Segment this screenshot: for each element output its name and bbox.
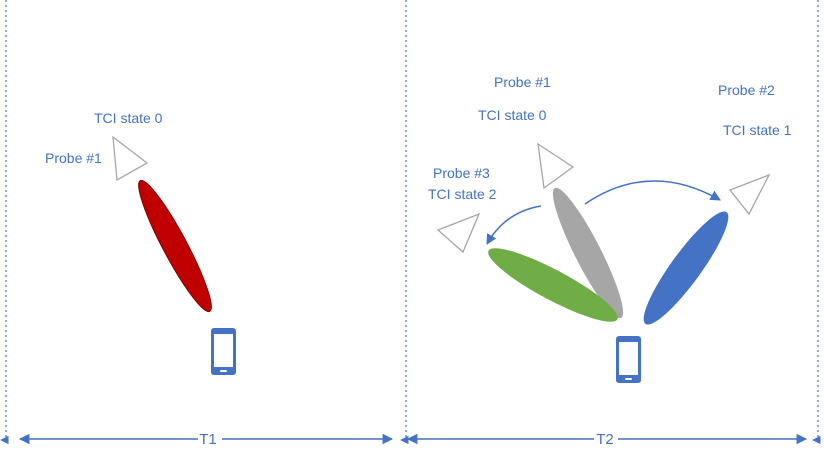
beam-gray: [552, 187, 624, 319]
triangle-probe-icon: [537, 142, 575, 190]
t1-tci-state-label: TCI state 0: [94, 110, 163, 126]
t2-probe1-label: Probe #1: [494, 74, 551, 90]
beam-green: [488, 248, 618, 322]
t1-probe-label: Probe #1: [45, 150, 102, 166]
t2-tci2-label: TCI state 2: [428, 186, 497, 202]
beam-red: [138, 179, 212, 313]
triangle-probe-icon: [436, 212, 481, 254]
beam-switch-arrow-right: [584, 180, 721, 205]
panel-t2: Probe #1 TCI state 0 Probe #2 TCI state …: [428, 74, 792, 383]
t2-label: T2: [596, 431, 614, 448]
beam-blue: [643, 211, 729, 325]
beam-switch-arrow-left: [486, 205, 542, 245]
t1-label: T1: [199, 431, 217, 448]
smartphone-icon: [616, 336, 641, 383]
t2-probe2-label: Probe #2: [718, 82, 775, 98]
triangle-probe-icon: [112, 135, 149, 182]
triangle-probe-icon: [728, 173, 771, 216]
panel-t1: TCI state 0 Probe #1: [45, 110, 236, 375]
t2-probe3-label: Probe #3: [433, 165, 490, 181]
t2-tci1-label: TCI state 1: [723, 122, 792, 138]
smartphone-icon: [211, 328, 236, 375]
t2-tci0-label: TCI state 0: [478, 107, 547, 123]
